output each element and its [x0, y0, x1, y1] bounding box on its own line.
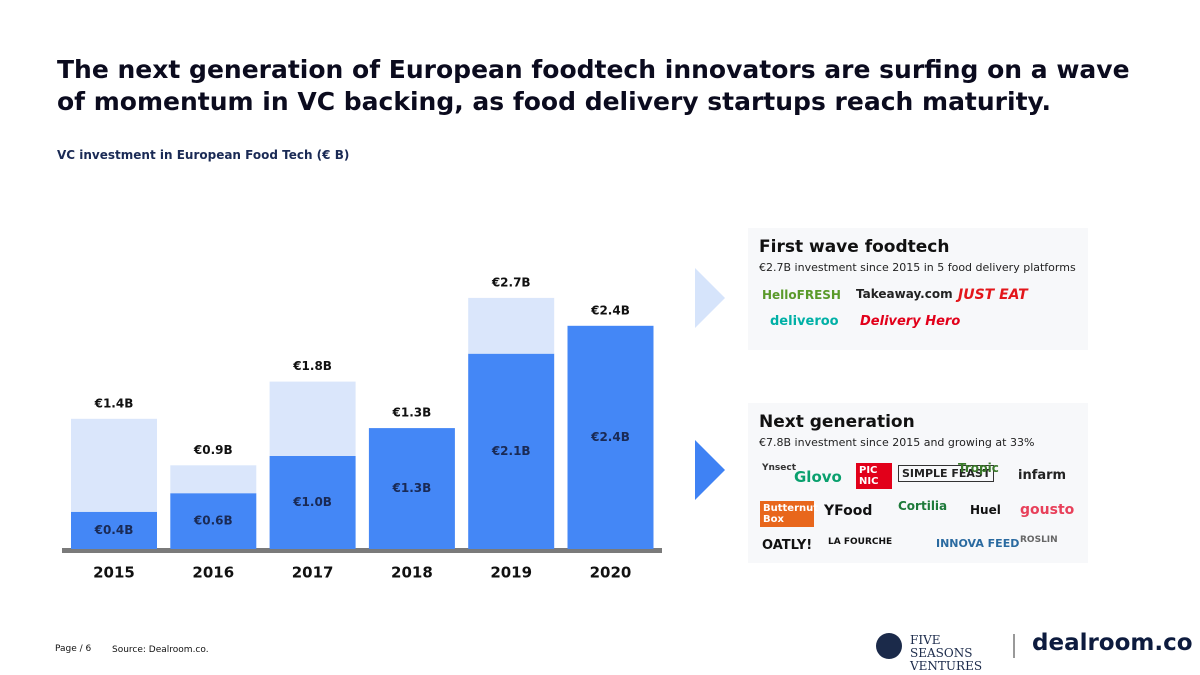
source: Source: Dealroom.co. [112, 645, 209, 655]
bar-segment [468, 353, 555, 549]
divider [1013, 634, 1015, 658]
total-label: €1.3B [392, 406, 432, 420]
data-label: €0.4B [94, 523, 134, 537]
arrow [695, 268, 725, 328]
panel-subtitle: €2.7B investment since 2015 in 5 food de… [759, 261, 1076, 274]
panel-title: First wave foodtech [759, 237, 950, 257]
logo: INNOVA FEED [936, 537, 1020, 550]
arrow [695, 440, 725, 500]
total-label: €2.4B [590, 303, 630, 317]
logo: OATLY! [762, 538, 813, 553]
bar-segment [170, 465, 257, 494]
logo: Takeaway.com [856, 287, 953, 301]
data-label: €1.0B [292, 495, 332, 509]
logo: infarm [1018, 468, 1067, 483]
bar-segment [71, 511, 157, 549]
x-tick-label: 2016 [192, 564, 234, 582]
logo: Tropic [958, 461, 999, 475]
logo: YFood [824, 503, 873, 519]
data-label: €0.6B [193, 514, 233, 528]
logo: HelloFRESH [762, 288, 841, 302]
panel-title: Next generation [759, 412, 915, 432]
x-tick-label: 2017 [292, 564, 334, 582]
brand: FIVE SEASONS VENTURES [910, 633, 983, 673]
logo: Cortilia [898, 499, 948, 513]
panel-subtitle: €7.8B investment since 2015 and growing … [759, 436, 1035, 449]
x-tick-label: 2020 [590, 564, 632, 582]
total-label: €1.4B [94, 396, 134, 410]
logo: Glovo [794, 468, 842, 486]
baseline [62, 548, 662, 553]
logo: LA FOURCHE [828, 537, 893, 547]
logo: Huel [970, 503, 1001, 517]
total-label: €1.8B [292, 359, 332, 373]
logo: Delivery Hero [860, 314, 961, 329]
bar-segment [269, 456, 356, 549]
bar-segment [71, 418, 157, 512]
logo: gousto [1020, 502, 1075, 518]
logo: Ynsect [762, 463, 797, 473]
bar-segment [170, 493, 257, 549]
total-label: €2.7B [491, 275, 531, 289]
data-label: €2.1B [491, 444, 531, 458]
bar-segment [269, 381, 356, 456]
title: The next generation of European foodtech… [57, 55, 1130, 116]
panel: First wave foodtech €2.7B investment sin… [748, 228, 1088, 350]
logo: PIC NIC [856, 463, 892, 489]
total-label: €0.9B [193, 443, 233, 457]
logo: deliveroo [770, 314, 839, 329]
bar-segment [567, 325, 654, 549]
brand: dealroom.co [1032, 630, 1193, 656]
chart-title: VC investment in European Food Tech (€ B… [57, 148, 350, 162]
x-tick-label: 2019 [490, 564, 532, 582]
bar-segment [468, 297, 555, 354]
page-number: Page / 6 [55, 644, 92, 654]
data-label: €2.4B [590, 430, 630, 444]
brand-mark [876, 633, 902, 659]
panel: Next generation €7.8B investment since 2… [748, 403, 1088, 563]
x-tick-label: 2015 [93, 564, 135, 582]
logo: ROSLIN [1020, 535, 1058, 545]
bar-segment [368, 428, 455, 549]
data-label: €1.3B [392, 481, 432, 495]
logo: JUST EAT [958, 287, 1028, 303]
x-tick-label: 2018 [391, 564, 433, 582]
logo: SIMPLE FEAST [898, 465, 995, 482]
logo: Butternut Box [760, 501, 818, 527]
